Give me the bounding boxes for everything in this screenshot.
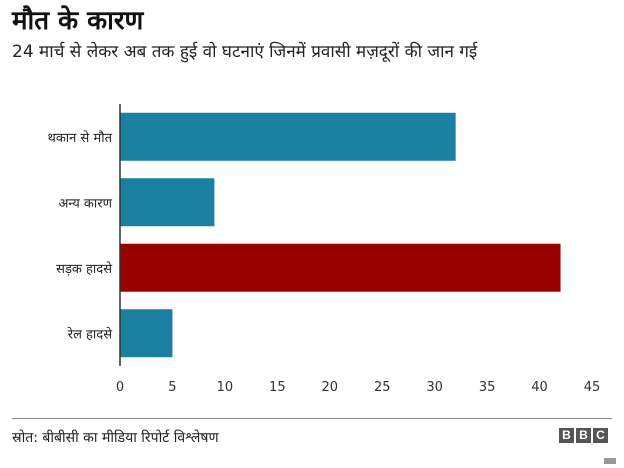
x-tick-label-8: 35 <box>479 380 496 395</box>
x-tick-label-6: 25 <box>374 380 391 395</box>
category-label-4: रेल हादसे <box>67 326 112 342</box>
x-tick-label-4: 15 <box>269 380 286 395</box>
x-tick-label-1: 0 <box>116 380 124 395</box>
mini-logo <box>604 458 616 464</box>
source-note: स्रोत: बीबीसी का मीडिया रिपोर्ट विश्लेषण <box>12 430 219 446</box>
category-label-2: अन्य कारण <box>58 196 112 211</box>
x-tick-label-9: 40 <box>531 380 548 395</box>
x-tick-label-2: 5 <box>168 380 176 395</box>
bars <box>120 112 561 358</box>
chart-subtitle: 24 मार्च से लेकर अब तक हुई वो घटनाएं जिन… <box>12 42 478 62</box>
bar-1 <box>120 112 456 161</box>
bbc-logo: B B C <box>559 428 608 443</box>
x-tick-label-3: 10 <box>217 380 234 395</box>
bar-4 <box>120 309 173 358</box>
chart-title: मौत के कारण <box>12 6 144 36</box>
x-tick-label-5: 20 <box>322 380 339 395</box>
bbc-logo-letter-3: C <box>593 428 608 443</box>
x-tick-label-10: 45 <box>584 380 601 395</box>
bar-3 <box>120 243 561 292</box>
bbc-logo-letter-2: B <box>576 428 591 443</box>
category-label-1: थकान से मौत <box>48 130 113 146</box>
category-labels: थकान से मौत अन्य कारण सड़क हादसे रेल हादसे <box>48 130 113 343</box>
bbc-logo-letter-1: B <box>559 428 574 443</box>
x-tick-label-7: 30 <box>426 380 443 395</box>
category-label-3: सड़क हादसे <box>56 261 112 277</box>
x-axis-ticks: 0 5 10 15 20 25 30 35 40 45 <box>116 380 600 395</box>
bar-2 <box>120 178 215 227</box>
footer-divider <box>12 418 612 419</box>
